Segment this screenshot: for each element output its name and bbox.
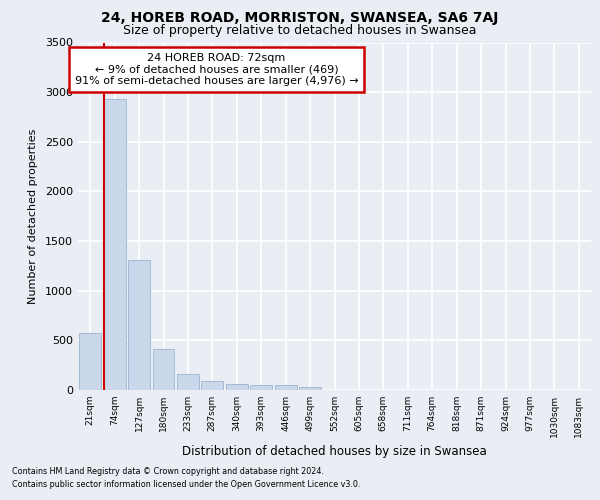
Text: 24 HOREB ROAD: 72sqm
← 9% of detached houses are smaller (469)
91% of semi-detac: 24 HOREB ROAD: 72sqm ← 9% of detached ho… bbox=[74, 53, 358, 86]
Bar bbox=[226, 384, 248, 390]
Text: Contains public sector information licensed under the Open Government Licence v3: Contains public sector information licen… bbox=[12, 480, 361, 489]
X-axis label: Distribution of detached houses by size in Swansea: Distribution of detached houses by size … bbox=[182, 446, 487, 458]
Y-axis label: Number of detached properties: Number of detached properties bbox=[28, 128, 38, 304]
Bar bbox=[152, 349, 175, 390]
Text: Size of property relative to detached houses in Swansea: Size of property relative to detached ho… bbox=[123, 24, 477, 37]
Bar bbox=[250, 384, 272, 390]
Bar bbox=[104, 99, 125, 390]
Bar bbox=[299, 386, 321, 390]
Bar bbox=[128, 260, 150, 390]
Text: 24, HOREB ROAD, MORRISTON, SWANSEA, SA6 7AJ: 24, HOREB ROAD, MORRISTON, SWANSEA, SA6 … bbox=[101, 11, 499, 25]
Bar bbox=[79, 333, 101, 390]
Text: Contains HM Land Registry data © Crown copyright and database right 2024.: Contains HM Land Registry data © Crown c… bbox=[12, 467, 324, 476]
Bar bbox=[202, 381, 223, 390]
Bar bbox=[177, 374, 199, 390]
Bar bbox=[275, 385, 296, 390]
